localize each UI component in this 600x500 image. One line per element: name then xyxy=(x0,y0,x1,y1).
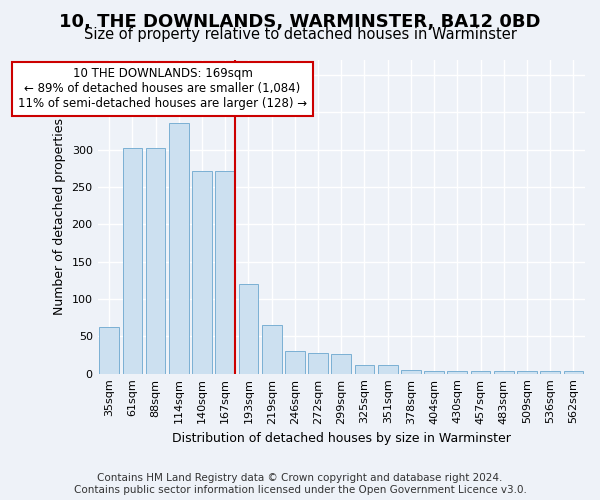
Bar xyxy=(239,284,259,374)
Bar xyxy=(122,148,142,374)
Bar xyxy=(541,372,560,374)
Y-axis label: Number of detached properties: Number of detached properties xyxy=(53,118,66,316)
Bar xyxy=(100,328,119,374)
Bar xyxy=(308,353,328,374)
Bar xyxy=(470,372,490,374)
X-axis label: Distribution of detached houses by size in Warminster: Distribution of detached houses by size … xyxy=(172,432,511,445)
Bar xyxy=(517,372,537,374)
Bar xyxy=(401,370,421,374)
Text: Contains HM Land Registry data © Crown copyright and database right 2024.
Contai: Contains HM Land Registry data © Crown c… xyxy=(74,474,526,495)
Bar xyxy=(494,372,514,374)
Bar xyxy=(424,372,444,374)
Bar xyxy=(192,170,212,374)
Bar xyxy=(331,354,351,374)
Bar xyxy=(563,372,583,374)
Bar xyxy=(169,124,188,374)
Bar xyxy=(378,364,398,374)
Bar xyxy=(285,352,305,374)
Text: Size of property relative to detached houses in Warminster: Size of property relative to detached ho… xyxy=(83,28,517,42)
Text: 10, THE DOWNLANDS, WARMINSTER, BA12 0BD: 10, THE DOWNLANDS, WARMINSTER, BA12 0BD xyxy=(59,12,541,30)
Bar xyxy=(355,364,374,374)
Bar xyxy=(215,170,235,374)
Bar xyxy=(262,325,281,374)
Bar xyxy=(146,148,166,374)
Text: 10 THE DOWNLANDS: 169sqm
← 89% of detached houses are smaller (1,084)
11% of sem: 10 THE DOWNLANDS: 169sqm ← 89% of detach… xyxy=(18,68,307,110)
Bar xyxy=(448,372,467,374)
